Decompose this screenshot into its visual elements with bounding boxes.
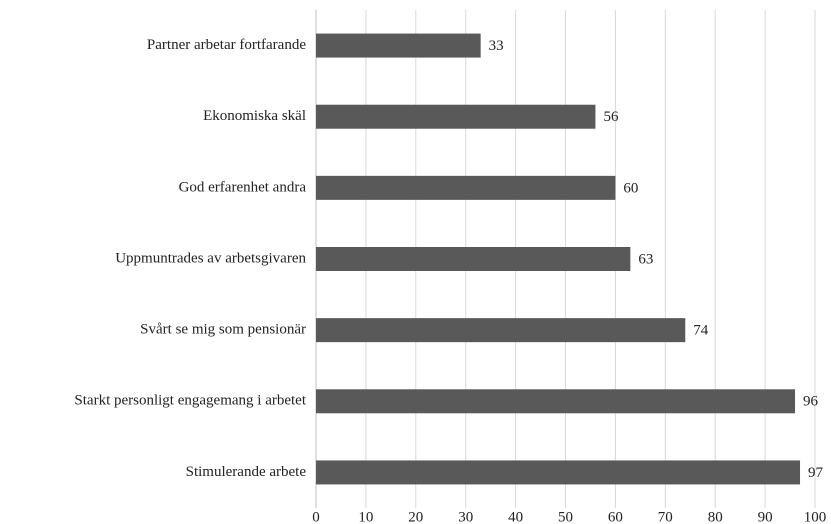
y-tick-label: Ekonomiska skäl [203, 108, 306, 124]
x-tick-label: 90 [758, 509, 773, 524]
x-tick-label: 100 [804, 509, 827, 524]
y-tick-label: Stimulerande arbete [186, 464, 307, 480]
data-label: 63 [638, 251, 653, 267]
data-label: 60 [623, 180, 638, 196]
bar [316, 175, 616, 200]
x-tick-label: 0 [312, 509, 320, 524]
x-tick-label: 80 [708, 509, 723, 524]
x-tick-label: 10 [358, 509, 373, 524]
y-tick-label: Uppmuntrades av arbetsgivaren [115, 250, 306, 266]
x-tick-label: 30 [458, 509, 473, 524]
y-tick-label: Svårt se mig som pensionär [140, 322, 306, 338]
data-label: 97 [808, 465, 824, 481]
data-label: 33 [489, 38, 504, 54]
data-label: 74 [693, 323, 709, 339]
bar [316, 33, 481, 58]
bar [316, 460, 801, 485]
bar [316, 104, 596, 129]
x-tick-label: 60 [608, 509, 623, 524]
bar [316, 389, 796, 414]
data-label: 96 [803, 394, 819, 410]
y-tick-label: Starkt personligt engagemang i arbetet [74, 393, 306, 409]
x-tick-label: 50 [558, 509, 573, 524]
x-tick-label: 40 [508, 509, 523, 524]
x-tick-label: 70 [658, 509, 673, 524]
data-label: 56 [603, 109, 619, 125]
y-tick-label: Partner arbetar fortfarande [147, 37, 306, 53]
bar [316, 318, 686, 343]
bar [316, 247, 631, 271]
y-tick-label: God erfarenhet andra [179, 179, 307, 195]
x-tick-label: 20 [408, 509, 423, 524]
